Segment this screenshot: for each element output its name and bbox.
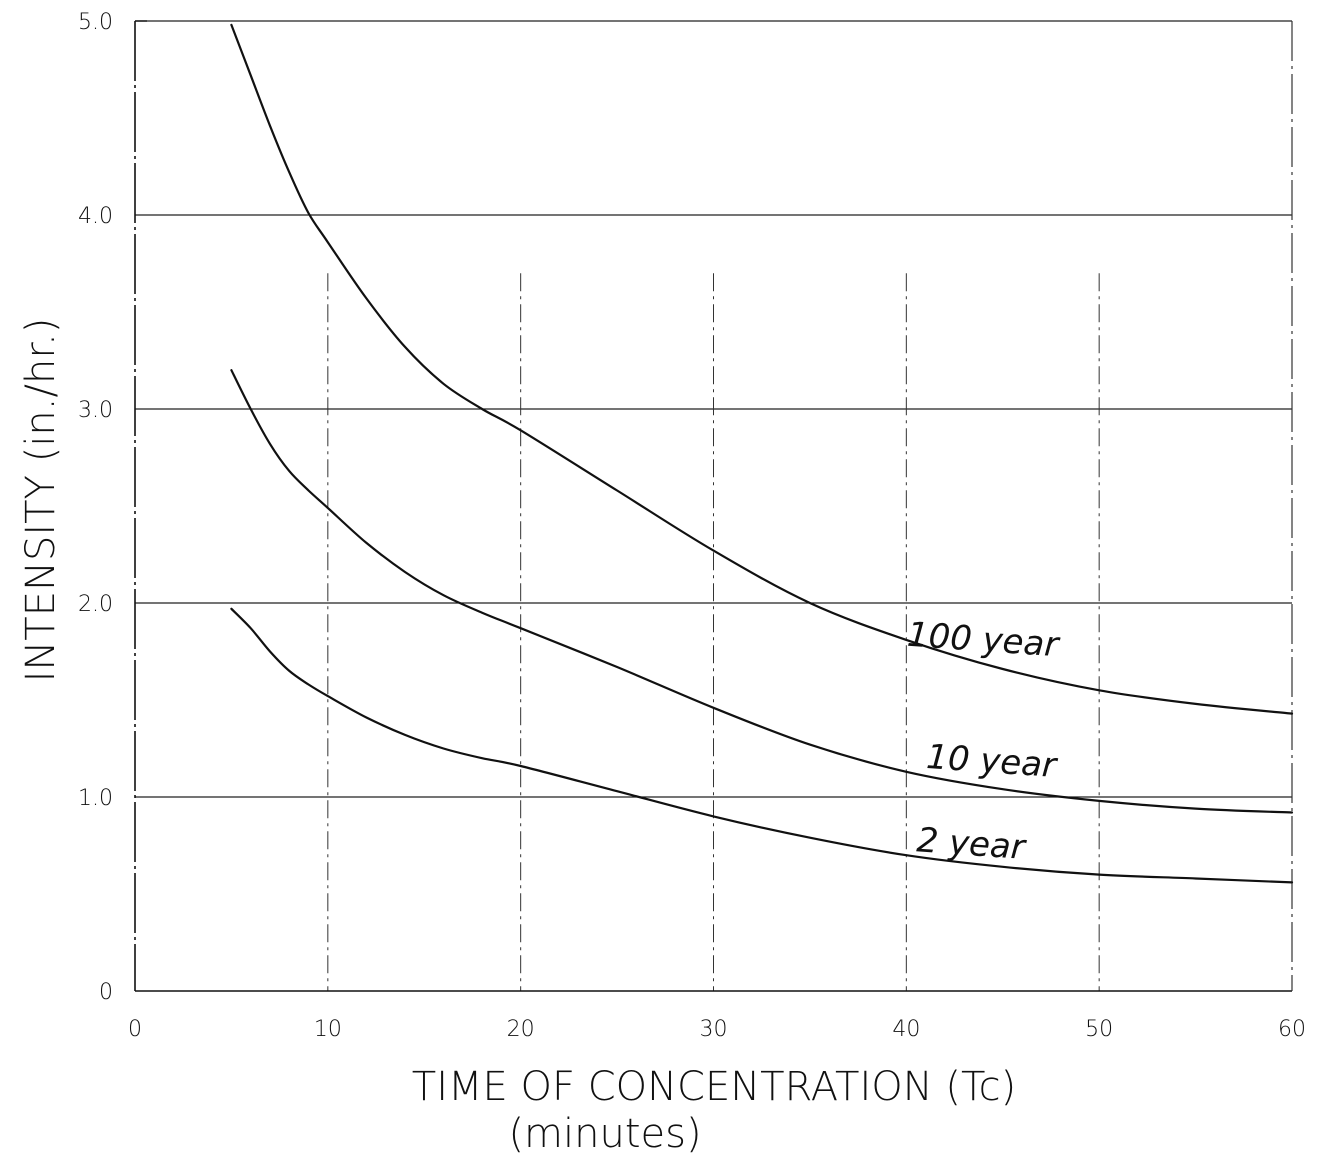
x-tick-label: 50 bbox=[1085, 1017, 1113, 1042]
series-labels: 100 year 10 year 2 year bbox=[906, 615, 1062, 868]
series-label: 10 year bbox=[925, 737, 1059, 786]
y-tick-label: 5.0 bbox=[78, 10, 113, 35]
y-tick-label: 0 bbox=[99, 980, 113, 1005]
x-tick-label: 10 bbox=[314, 1017, 342, 1042]
x-tick-label: 20 bbox=[507, 1017, 535, 1042]
series-line bbox=[230, 23, 1294, 715]
series-label: 100 year bbox=[906, 615, 1062, 666]
tick-labels: 0 1.0 2.0 3.0 4.0 5.0 0 10 20 30 40 50 60 bbox=[78, 10, 1306, 1042]
series-line bbox=[230, 369, 1294, 814]
x-tick-label: 0 bbox=[128, 1017, 142, 1042]
grid-lines bbox=[135, 20, 1292, 991]
series-lines bbox=[230, 23, 1294, 884]
x-axis-subtitle: (minutes) bbox=[508, 1111, 701, 1157]
x-tick-label: 30 bbox=[700, 1017, 728, 1042]
series-label: 2 year bbox=[915, 820, 1028, 868]
y-tick-label: 3.0 bbox=[78, 398, 113, 423]
y-tick-label: 2.0 bbox=[78, 592, 113, 617]
y-tick-label: 1.0 bbox=[78, 786, 113, 811]
x-axis-title: TIME OF CONCENTRATION (Tc) bbox=[412, 1064, 1016, 1110]
series-line bbox=[230, 607, 1294, 884]
y-axis-title: INTENSITY (in./hr.) bbox=[18, 318, 64, 683]
plot-frame bbox=[134, 20, 1293, 992]
x-tick-label: 40 bbox=[892, 1017, 920, 1042]
x-tick-label: 60 bbox=[1278, 1017, 1306, 1042]
y-tick-label: 4.0 bbox=[78, 204, 113, 229]
